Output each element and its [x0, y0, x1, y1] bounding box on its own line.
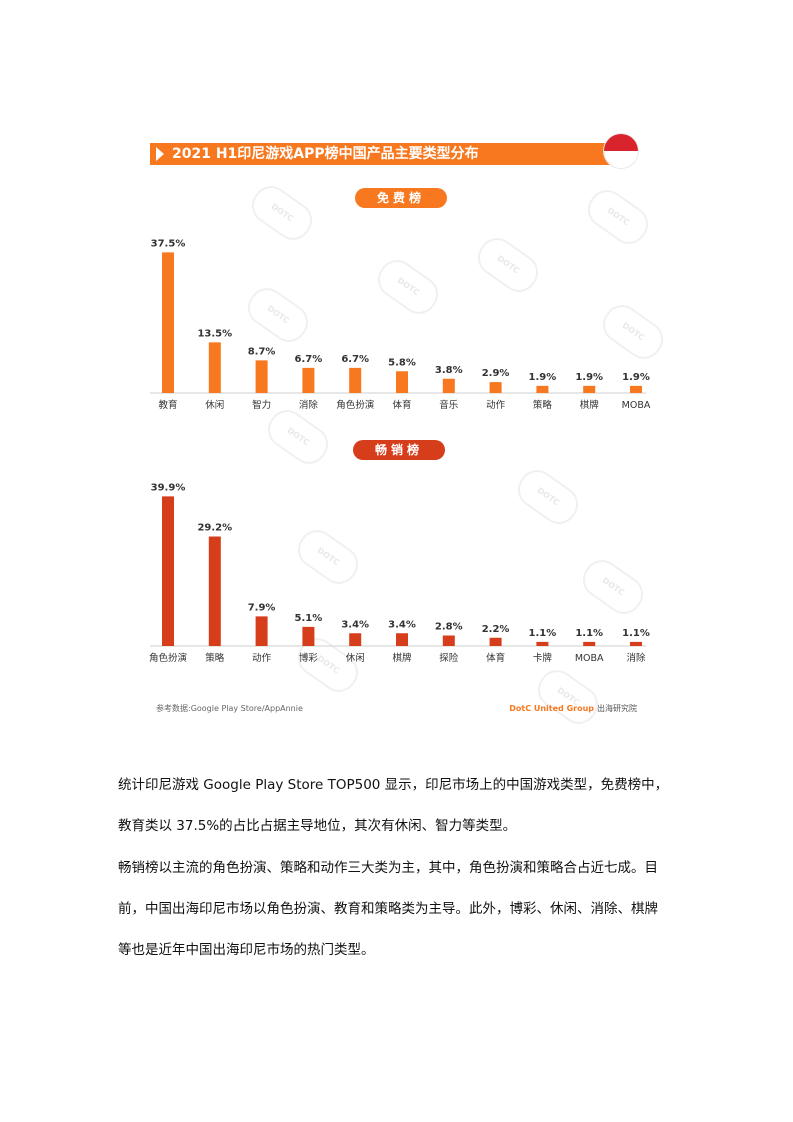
bar [536, 385, 549, 393]
paragraph-line: 等也是近年中国出海印尼市场的热门类型。 [118, 942, 375, 958]
free-chart-label: 免费榜 [355, 188, 447, 208]
bar-value-label: 1.9% [529, 372, 557, 383]
bar-value-label: 1.1% [529, 628, 557, 639]
bar-value-label: 3.4% [341, 619, 369, 630]
chart-figure: DOTC DOTC DOTC DOTC DOTC DOTC DOTC DOTC … [146, 118, 671, 731]
category-label: 角色扮演 [149, 652, 187, 664]
category-label: 体育 [392, 399, 411, 411]
bar-value-label: 5.1% [295, 613, 323, 624]
category-label: MOBA [622, 400, 651, 411]
bar [489, 382, 502, 393]
paragraph-line: 畅销榜以主流的角色扮演、策略和动作三大类为主，其中，角色扮演和策略合占近七成。目 [118, 860, 658, 876]
bar [162, 496, 174, 646]
bar [255, 616, 268, 646]
bar-value-label: 39.9% [151, 482, 186, 493]
paragraph-line: 前，中国出海印尼市场以角色扮演、教育和策略类为主导。此外，博彩、休闲、消除、棋牌 [118, 901, 658, 917]
bar [208, 536, 221, 646]
free-bar-chart: 37.5% 教育 13.5% 休闲 8.7% 智力 6.7% 消除 6.7% 角色扮演 5.8% 体育… [150, 238, 651, 411]
grossing-chart-label: 畅销榜 [353, 440, 445, 460]
bar-value-label: 3.8% [435, 365, 463, 376]
category-label: 策略 [205, 652, 225, 664]
category-label: 音乐 [439, 399, 459, 411]
category-label: 消除 [299, 399, 319, 411]
category-label: 休闲 [205, 399, 224, 411]
paragraph-line: 统计印尼游戏 Google Play Store TOP500 显示，印尼市场上… [118, 777, 669, 793]
play-arrow-icon [156, 147, 164, 161]
bar [489, 637, 502, 646]
bar-value-label: 7.9% [248, 602, 276, 613]
institute-name: 出海研究院 [597, 704, 637, 713]
bar-value-label: 37.5% [151, 238, 186, 249]
category-label: 休闲 [346, 652, 365, 664]
category-label: 策略 [533, 399, 553, 411]
source-note: 参考数据:Google Play Store/AppAnnie [156, 704, 303, 713]
bar [349, 367, 362, 393]
bar [583, 641, 596, 646]
bar-value-label: 8.7% [248, 346, 276, 357]
brand-name: DotC United Group [509, 704, 594, 713]
bar-value-label: 3.4% [388, 619, 416, 630]
bar-value-label: 5.8% [388, 357, 416, 368]
category-label: 教育 [158, 399, 177, 411]
bar-value-label: 1.1% [575, 628, 603, 639]
bar-value-label: 2.2% [482, 624, 510, 635]
source-credit: DotC United Group 出海研究院 [509, 703, 637, 714]
bar-value-label: 1.9% [575, 372, 603, 383]
bar [630, 641, 642, 646]
bar-value-label: 2.9% [482, 368, 510, 379]
bar-value-label: 13.5% [197, 328, 232, 339]
category-label: 棋牌 [580, 399, 600, 411]
category-label: 探险 [439, 652, 459, 664]
bar [583, 385, 596, 393]
bar [442, 378, 455, 393]
category-label: MOBA [575, 653, 604, 664]
category-label: 动作 [486, 399, 506, 411]
category-label: 消除 [626, 652, 646, 664]
bar [349, 633, 362, 646]
bar-value-label: 6.7% [341, 354, 369, 365]
bar-value-label: 6.7% [295, 354, 323, 365]
bar [255, 360, 268, 393]
chart-title-bar: 2021 H1印尼游戏APP榜中国产品主要类型分布 [150, 143, 620, 165]
category-label: 棋牌 [392, 652, 412, 664]
category-label: 动作 [252, 652, 272, 664]
bar [302, 626, 315, 646]
category-label: 智力 [252, 399, 271, 411]
bar-value-label: 1.9% [622, 372, 650, 383]
bar [396, 371, 408, 393]
bar [536, 641, 549, 646]
category-label: 博彩 [299, 652, 319, 664]
bar [396, 633, 408, 646]
category-label: 卡牌 [533, 652, 553, 664]
bar-value-label: 2.8% [435, 622, 463, 633]
bar [162, 252, 174, 393]
grossing-bar-chart: 39.9% 角色扮演 29.2% 策略 7.9% 动作 5.1% 博彩 3.4% 休闲 3.4% 棋牌… [149, 482, 650, 664]
bar [630, 385, 642, 393]
bar [208, 342, 221, 393]
chart-title: 2021 H1印尼游戏APP榜中国产品主要类型分布 [172, 146, 479, 162]
bar-value-label: 1.1% [622, 628, 650, 639]
category-label: 体育 [486, 652, 505, 664]
paragraph-line: 教育类以 37.5%的占比占据主导地位，其次有休闲、智力等类型。 [118, 818, 517, 834]
indonesia-flag-icon [604, 134, 638, 168]
bar [302, 367, 315, 393]
category-label: 角色扮演 [336, 399, 374, 411]
bar-value-label: 29.2% [197, 523, 232, 534]
bar [442, 635, 455, 646]
